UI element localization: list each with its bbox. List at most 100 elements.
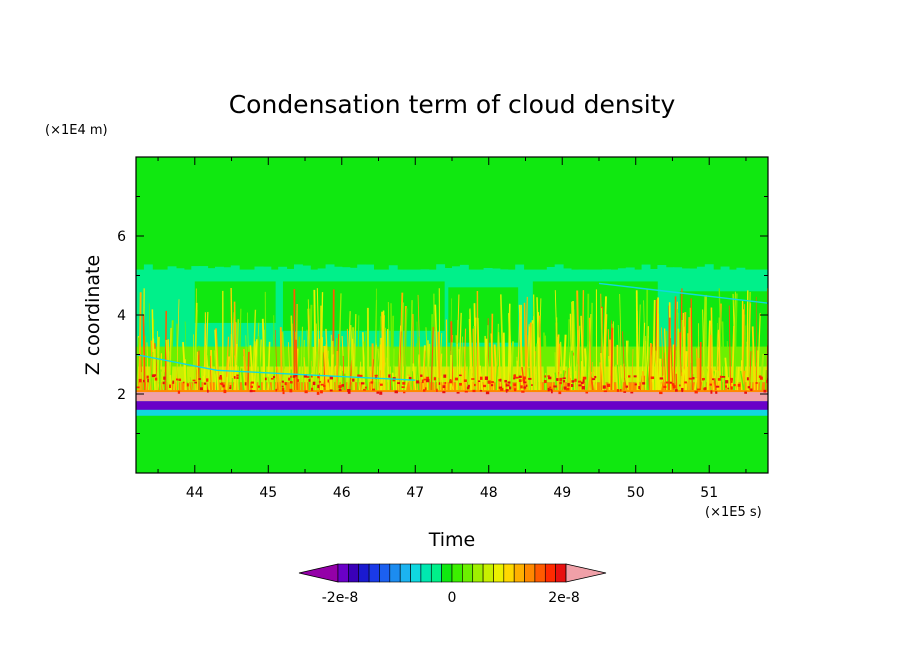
field-edge	[538, 270, 548, 276]
field-streak	[732, 291, 736, 391]
field-speck	[585, 391, 589, 394]
field-speck	[273, 375, 276, 379]
field-speck	[701, 378, 705, 381]
field-streak	[261, 318, 266, 391]
field-streak	[575, 364, 579, 391]
field-edge	[554, 264, 564, 276]
field-edge	[681, 268, 690, 276]
colorbar-swatch	[503, 563, 515, 583]
field-speck	[177, 390, 181, 394]
field-speck	[426, 376, 430, 380]
field-streak	[320, 292, 324, 391]
field-streak	[403, 308, 408, 391]
field-edge	[191, 266, 201, 276]
field-streak	[275, 330, 278, 391]
field-streak	[551, 373, 554, 391]
field-speck	[312, 381, 316, 386]
field-streak	[715, 323, 718, 391]
field-speck	[421, 379, 424, 384]
field-speck	[361, 382, 365, 385]
field-speck	[341, 384, 345, 387]
field-speck	[142, 379, 145, 383]
field-speck	[289, 381, 293, 384]
field-speck	[513, 383, 517, 386]
field-speck	[310, 387, 314, 391]
field-streak	[593, 371, 597, 391]
x-tick-label: 51	[700, 485, 718, 501]
field-streak	[412, 363, 417, 391]
field-streak	[303, 357, 308, 391]
field-speck	[275, 388, 278, 392]
field-speck	[423, 378, 427, 381]
field-streak	[329, 354, 334, 391]
field-edge	[562, 268, 572, 276]
field-streak	[670, 338, 674, 391]
field-speck	[449, 379, 452, 381]
field-speck	[236, 374, 239, 377]
field-speck	[559, 381, 562, 385]
field-edge	[230, 265, 240, 276]
field-streak	[499, 294, 505, 391]
field-speck	[233, 376, 236, 379]
field-streak	[749, 351, 752, 391]
field-speck	[484, 376, 489, 380]
field-speck	[306, 376, 310, 378]
field-edge	[673, 267, 683, 276]
field-edge	[207, 268, 216, 276]
field-edge	[365, 264, 374, 276]
field-speck	[562, 377, 566, 379]
field-streak	[247, 312, 250, 391]
field-speck	[567, 383, 570, 387]
field-streak	[538, 315, 542, 391]
field-speck	[548, 388, 553, 391]
field-speck	[506, 384, 510, 387]
field-speck	[379, 391, 383, 395]
field-edge	[444, 268, 453, 276]
field-edge	[665, 267, 675, 276]
field-speck	[551, 390, 553, 394]
field-streak	[506, 374, 509, 391]
field-speck	[422, 389, 426, 392]
field-streak	[484, 335, 487, 391]
field-streak	[615, 364, 619, 391]
field-speck	[359, 374, 363, 378]
field-speck	[663, 385, 667, 388]
field-speck	[525, 384, 528, 387]
field-streak	[718, 288, 723, 391]
colorbar-swatch	[379, 563, 391, 583]
field-streak	[458, 312, 462, 391]
field-streak	[321, 376, 324, 391]
field-streak	[437, 331, 441, 391]
field-speck	[543, 379, 547, 384]
field-streak	[404, 375, 409, 391]
field-streak	[299, 326, 304, 391]
field-streak	[652, 299, 656, 391]
field-speck	[392, 378, 396, 382]
field-speck	[438, 382, 441, 385]
field-speck	[186, 383, 189, 387]
field-streak	[616, 364, 620, 391]
x-tick-label: 45	[259, 485, 277, 501]
field-speck	[207, 389, 209, 393]
field-speck	[372, 388, 376, 391]
field-speck	[320, 390, 323, 394]
field-speck	[198, 378, 201, 380]
x-axis-ticks: 44 45 46 47 48 49 50 51	[157, 157, 747, 501]
field-speck	[704, 387, 707, 390]
colorbar-swatch	[368, 563, 380, 583]
field-edge	[625, 267, 635, 276]
field-streak	[721, 321, 726, 391]
plot-area	[136, 157, 768, 473]
field-edge	[546, 266, 556, 276]
field-edge	[159, 271, 169, 276]
field-streak	[523, 302, 527, 391]
field-speck	[521, 390, 525, 393]
field-speck	[294, 374, 298, 377]
field-streak	[502, 332, 506, 391]
field-speck	[154, 377, 158, 381]
field-streak	[267, 376, 272, 391]
field-streak	[176, 299, 180, 391]
field-streak	[245, 335, 248, 391]
field-speck	[200, 387, 203, 391]
